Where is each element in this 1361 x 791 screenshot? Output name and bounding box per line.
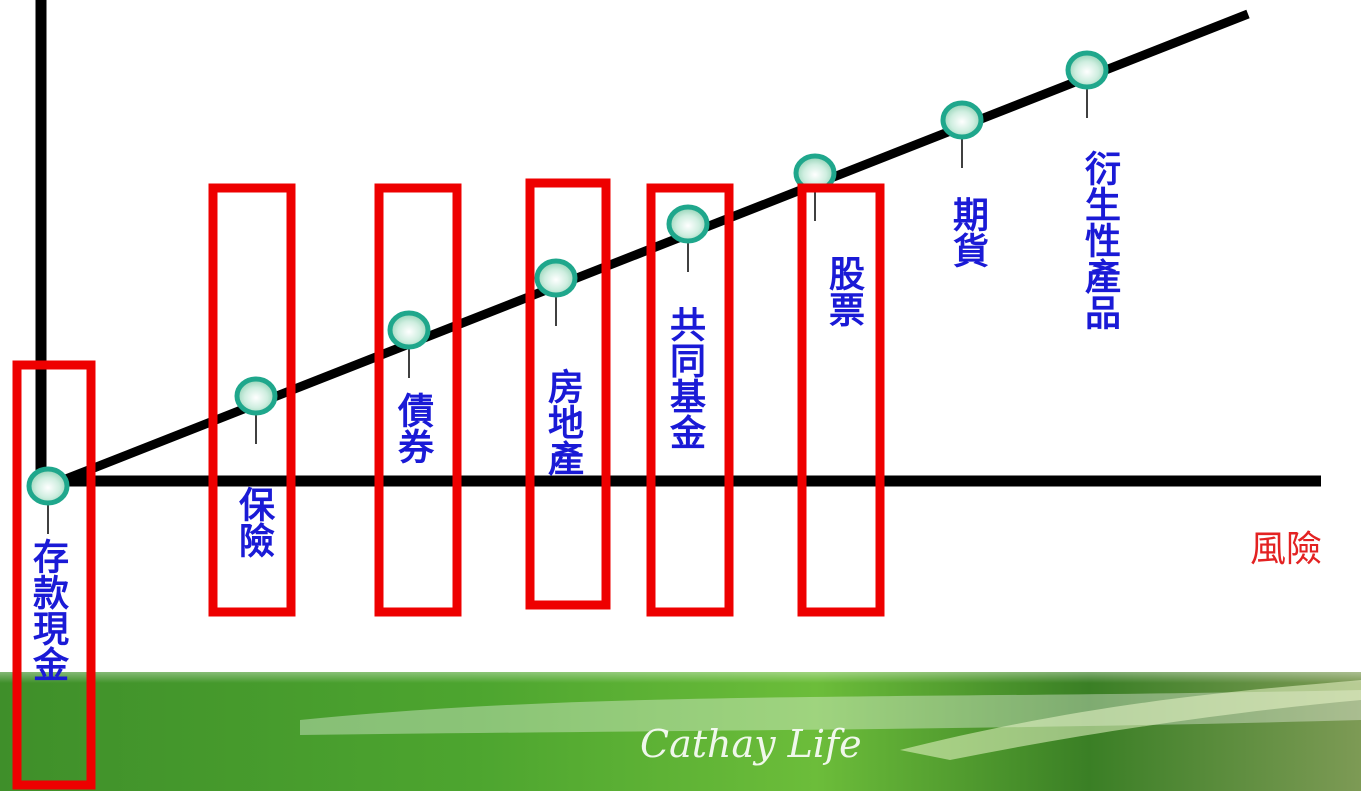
investment-label: 衍生性產品 bbox=[1079, 150, 1121, 330]
risk-node bbox=[234, 376, 278, 416]
risk-axis-label: 風險 bbox=[1250, 529, 1323, 570]
highlight-box bbox=[374, 183, 462, 617]
investment-label: 房地產 bbox=[542, 368, 584, 476]
highlight-box bbox=[797, 183, 885, 617]
investment-label: 保險 bbox=[233, 486, 275, 558]
highlight-box bbox=[12, 360, 96, 790]
risk-node bbox=[26, 466, 70, 506]
cathay-banner bbox=[0, 655, 1361, 791]
investment-label: 債券 bbox=[392, 392, 434, 464]
investment-label: 期貨 bbox=[947, 196, 989, 268]
risk-node bbox=[387, 310, 431, 350]
investment-label: 共同基金 bbox=[664, 306, 706, 450]
risk-node bbox=[534, 258, 578, 298]
investment-label: 存款現金 bbox=[27, 538, 69, 682]
highlight-box bbox=[646, 183, 734, 617]
risk-node bbox=[666, 204, 710, 244]
brand-logo-text: Cathay Life bbox=[640, 722, 862, 766]
risk-node bbox=[1065, 50, 1109, 90]
highlight-box bbox=[208, 183, 296, 617]
highlight-box bbox=[525, 178, 611, 610]
investment-label: 股票 bbox=[823, 255, 865, 327]
risk-node bbox=[940, 100, 984, 140]
